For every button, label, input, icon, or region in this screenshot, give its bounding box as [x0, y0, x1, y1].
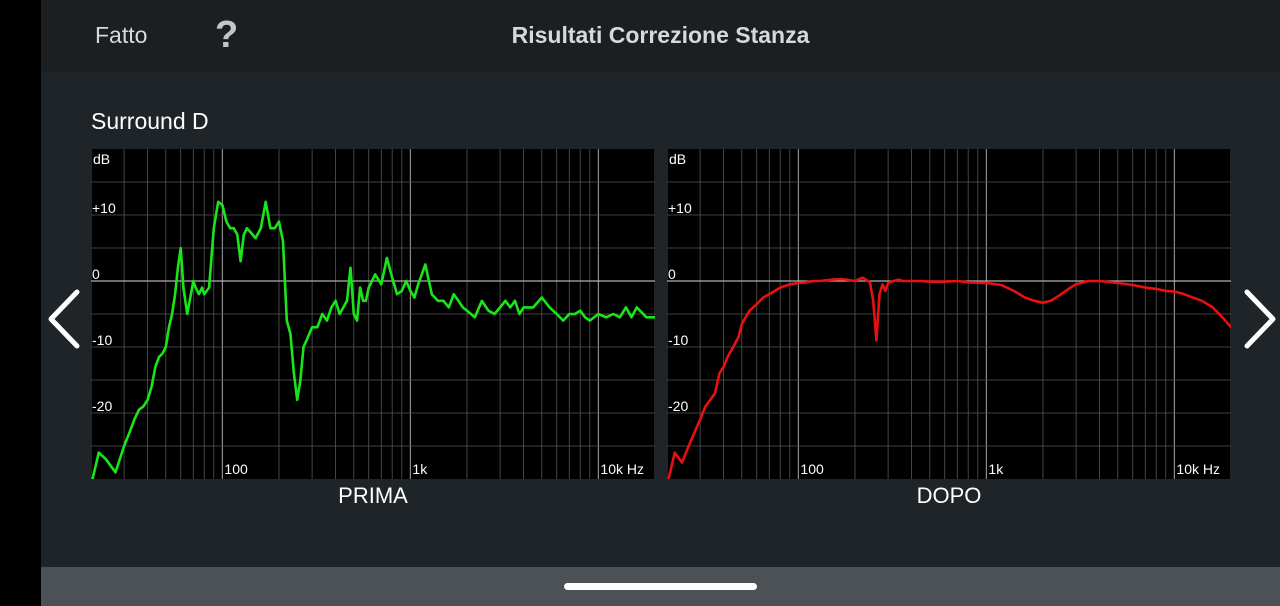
y-tick-label: -10 — [668, 332, 688, 348]
page-title: Risultati Correzione Stanza — [511, 22, 810, 48]
done-button[interactable]: Fatto — [95, 22, 148, 48]
home-indicator[interactable] — [564, 583, 757, 590]
after-chart-caption: DOPO — [916, 483, 982, 508]
app-root: Fatto ? Risultati Correzione Stanza Surr… — [41, 0, 1280, 606]
x-tick-label: 10k Hz — [1176, 461, 1220, 477]
y-axis-unit-label: dB — [669, 151, 686, 167]
response-curve — [667, 276, 1231, 479]
top-bar: Fatto ? Risultati Correzione Stanza — [41, 0, 1280, 72]
y-tick-label: -20 — [92, 398, 112, 414]
x-tick-label: 100 — [224, 461, 248, 477]
before-response-chart: dB +10 0 -10 -20 100 1k 10k Hz — [91, 149, 655, 479]
x-tick-label: 1k — [988, 461, 1004, 477]
before-chart-caption: PRIMA — [338, 483, 408, 508]
chevron-right-icon — [1244, 289, 1276, 349]
x-tick-label: 100 — [800, 461, 824, 477]
y-tick-label: +10 — [92, 200, 116, 216]
after-response-chart: dB +10 0 -10 -20 100 1k 10k Hz — [667, 149, 1231, 479]
x-tick-label: 10k Hz — [600, 461, 644, 477]
y-tick-label: +10 — [668, 200, 692, 216]
y-tick-label: -10 — [92, 332, 112, 348]
y-tick-label: 0 — [668, 266, 676, 282]
x-tick-label: 1k — [412, 461, 428, 477]
speaker-name: Surround D — [91, 108, 209, 134]
y-axis-unit-label: dB — [93, 151, 110, 167]
bottom-bar — [41, 567, 1280, 606]
help-button[interactable]: ? — [215, 14, 239, 56]
next-speaker-button[interactable] — [1239, 288, 1279, 355]
y-tick-label: 0 — [92, 266, 100, 282]
y-tick-label: -20 — [668, 398, 688, 414]
chevron-left-icon — [48, 289, 80, 349]
response-curve — [91, 200, 655, 479]
previous-speaker-button[interactable] — [45, 288, 85, 355]
